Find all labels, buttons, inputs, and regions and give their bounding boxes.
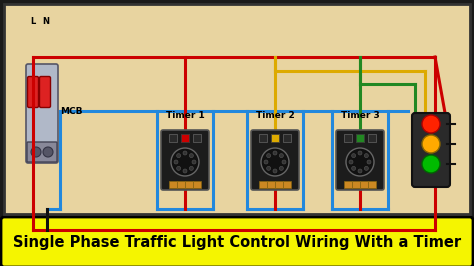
Text: MCB: MCB <box>60 106 82 115</box>
Bar <box>4 4 470 214</box>
Bar <box>344 134 352 142</box>
Circle shape <box>174 160 178 164</box>
Circle shape <box>267 154 271 158</box>
FancyBboxPatch shape <box>27 77 38 107</box>
FancyBboxPatch shape <box>1 217 473 266</box>
Bar <box>181 134 189 142</box>
Text: Timer 3: Timer 3 <box>341 111 379 120</box>
Bar <box>360 181 368 188</box>
Bar <box>271 134 279 142</box>
Circle shape <box>273 151 277 155</box>
Circle shape <box>273 169 277 173</box>
Circle shape <box>349 160 353 164</box>
Circle shape <box>190 154 193 158</box>
Circle shape <box>171 148 199 176</box>
Text: Timer 1: Timer 1 <box>165 111 204 120</box>
Bar <box>169 134 177 142</box>
Bar <box>177 181 185 188</box>
FancyBboxPatch shape <box>27 142 57 162</box>
Circle shape <box>279 166 283 170</box>
Bar <box>368 134 376 142</box>
FancyBboxPatch shape <box>39 77 51 107</box>
Bar <box>259 181 267 188</box>
Circle shape <box>367 160 371 164</box>
Circle shape <box>352 154 356 158</box>
FancyBboxPatch shape <box>161 130 209 190</box>
Bar <box>267 181 275 188</box>
Circle shape <box>422 155 440 173</box>
Bar <box>275 181 283 188</box>
Circle shape <box>365 154 368 158</box>
FancyBboxPatch shape <box>26 64 58 163</box>
Bar <box>193 134 201 142</box>
Circle shape <box>352 166 356 170</box>
Circle shape <box>422 115 440 133</box>
Circle shape <box>346 148 374 176</box>
Circle shape <box>422 135 440 153</box>
Text: Single Phase Traffic Light Control Wiring With a Timer: Single Phase Traffic Light Control Wirin… <box>13 235 461 250</box>
Bar <box>193 181 201 188</box>
Bar <box>368 181 376 188</box>
Circle shape <box>358 169 362 173</box>
Bar <box>283 134 291 142</box>
Bar <box>185 181 193 188</box>
Bar <box>352 181 360 188</box>
Bar <box>344 181 352 188</box>
Circle shape <box>267 166 271 170</box>
Text: N: N <box>43 17 49 26</box>
Circle shape <box>264 160 268 164</box>
Circle shape <box>365 166 368 170</box>
Bar <box>271 134 279 142</box>
Text: Timer 2: Timer 2 <box>255 111 294 120</box>
Circle shape <box>177 166 181 170</box>
Circle shape <box>190 166 193 170</box>
Bar <box>259 134 267 142</box>
Circle shape <box>279 154 283 158</box>
Bar <box>356 134 364 142</box>
Bar <box>181 134 189 142</box>
Text: L: L <box>30 17 36 26</box>
Circle shape <box>183 169 187 173</box>
Bar <box>169 181 177 188</box>
Circle shape <box>177 154 181 158</box>
Circle shape <box>43 147 53 157</box>
Circle shape <box>261 148 289 176</box>
FancyBboxPatch shape <box>251 130 299 190</box>
Bar <box>283 181 291 188</box>
Circle shape <box>192 160 196 164</box>
Circle shape <box>358 151 362 155</box>
Circle shape <box>31 147 41 157</box>
Bar <box>356 134 364 142</box>
Circle shape <box>183 151 187 155</box>
FancyBboxPatch shape <box>412 113 450 187</box>
Circle shape <box>282 160 286 164</box>
FancyBboxPatch shape <box>336 130 384 190</box>
